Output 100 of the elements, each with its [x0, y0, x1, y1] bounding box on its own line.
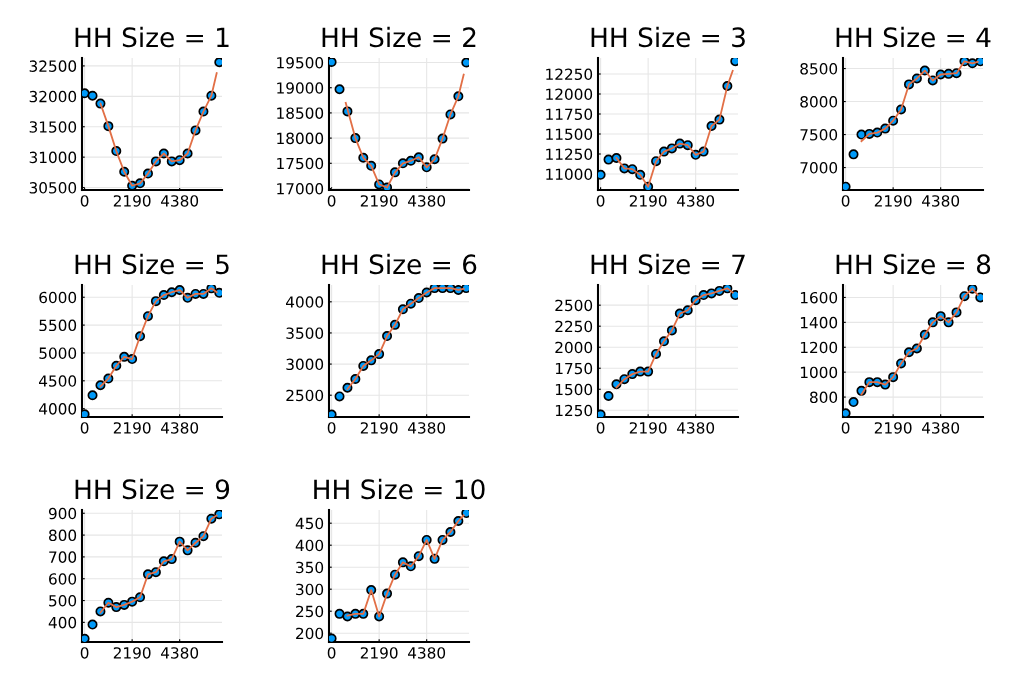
y-tick-label: 1750: [555, 362, 593, 375]
x-tick-label: 4380: [921, 195, 960, 207]
y-tick-label: 31000: [29, 151, 77, 164]
y-tick-label: 7500: [800, 129, 838, 141]
y-tick-label: 500: [49, 595, 77, 607]
y-tick-label: 2500: [555, 299, 593, 312]
x-tick-label: 0: [327, 647, 336, 659]
y-tick-label: 350: [296, 561, 324, 574]
y-tick-label: 800: [810, 391, 838, 404]
point: [334, 608, 345, 619]
y-tick-label: 1000: [800, 366, 838, 379]
x-tick-label: 2190: [360, 647, 398, 659]
chart-title: HH Size = 9: [75, 478, 230, 500]
y-tick-label: 11500: [546, 128, 593, 141]
y-tick-label: 32000: [29, 90, 77, 103]
chart-title: HH Size = 7: [591, 253, 745, 275]
y-tick-label: 11750: [546, 108, 593, 121]
y-tick-label: 450: [295, 517, 324, 530]
x-tick-label: 2190: [113, 647, 151, 659]
y-tick-label: 1500: [555, 383, 593, 396]
x-tick-label: 4380: [160, 422, 199, 434]
y-tick-label: 2250: [555, 320, 593, 333]
chart-title: HH Size = 10: [314, 478, 485, 500]
chart-title: HH Size = 2: [322, 26, 476, 48]
y-tick-label: 400: [48, 616, 77, 629]
y-tick-label: 4000: [286, 296, 324, 308]
chart-title: HH Size = 4: [836, 26, 991, 48]
y-tick-label: 2500: [286, 389, 324, 402]
chart-title: HH Size = 8: [836, 253, 991, 275]
y-tick-label: 8500: [800, 63, 838, 75]
y-tick-label: 8000: [800, 96, 838, 108]
chart-title: HH Size = 5: [75, 253, 229, 275]
y-tick-label: 4500: [39, 375, 77, 387]
x-tick-label: 4380: [160, 195, 199, 207]
x-tick-label: 4380: [407, 647, 446, 659]
y-tick-label: 6000: [39, 291, 77, 304]
y-tick-label: 30500: [29, 182, 77, 194]
x-tick-label: 4380: [676, 195, 715, 207]
x-tick-label: 0: [596, 195, 605, 207]
y-tick-label: 5500: [39, 319, 77, 332]
y-tick-label: 250: [296, 605, 324, 618]
y-tick-label: 32500: [29, 60, 77, 72]
y-tick-label: 1200: [800, 341, 838, 354]
x-tick-label: 4380: [160, 647, 199, 659]
point: [603, 390, 614, 401]
y-tick-label: 900: [48, 507, 77, 520]
y-tick-label: 1600: [800, 291, 838, 304]
y-tick-label: 600: [49, 573, 77, 585]
y-tick-label: 3000: [286, 358, 324, 371]
y-tick-label: 400: [295, 539, 324, 552]
y-tick-label: 1400: [800, 316, 838, 329]
y-tick-label: 5000: [39, 347, 77, 359]
y-tick-label: 11250: [546, 148, 593, 161]
y-tick-label: 17000: [277, 182, 324, 195]
y-tick-label: 1250: [555, 404, 593, 417]
y-tick-label: 300: [296, 583, 324, 596]
x-tick-label: 0: [327, 195, 336, 207]
x-tick-label: 2190: [874, 195, 912, 207]
x-tick-label: 4380: [676, 422, 715, 434]
chart-title: HH Size = 6: [322, 253, 477, 275]
y-tick-label: 19000: [277, 82, 324, 94]
point: [87, 90, 98, 101]
x-tick-label: 2190: [629, 422, 667, 434]
y-tick-label: 11000: [546, 168, 593, 181]
x-tick-label: 2190: [113, 422, 151, 434]
line-series: [344, 73, 465, 189]
x-tick-label: 4380: [921, 422, 960, 434]
y-tick-label: 12000: [546, 88, 593, 101]
y-tick-label: 31500: [29, 121, 77, 133]
x-tick-label: 0: [80, 647, 89, 659]
point: [87, 390, 98, 401]
y-tick-label: 2000: [555, 341, 593, 354]
x-tick-label: 0: [596, 422, 605, 434]
chart-title: HH Size = 3: [591, 26, 745, 48]
y-tick-label: 12250: [546, 68, 593, 81]
x-tick-label: 0: [327, 422, 336, 434]
x-tick-label: 4380: [407, 195, 446, 207]
x-tick-label: 4380: [407, 422, 446, 434]
y-tick-label: 18500: [277, 107, 324, 119]
chart-title: HH Size = 1: [75, 26, 229, 48]
y-tick-label: 700: [49, 551, 77, 563]
x-tick-label: 2190: [113, 195, 151, 207]
x-tick-label: 2190: [360, 195, 398, 207]
x-tick-label: 0: [80, 195, 89, 207]
point: [848, 397, 859, 408]
point: [334, 84, 345, 95]
y-tick-label: 4000: [39, 403, 77, 415]
x-tick-label: 2190: [874, 422, 912, 434]
x-tick-label: 2190: [360, 422, 398, 434]
x-tick-label: 2190: [629, 195, 667, 207]
y-tick-label: 800: [49, 529, 77, 542]
x-tick-label: 0: [841, 195, 850, 207]
point: [848, 149, 859, 160]
x-tick-label: 0: [841, 422, 850, 434]
y-tick-label: 18000: [277, 132, 324, 145]
point: [87, 619, 98, 630]
point: [334, 391, 345, 402]
y-tick-label: 200: [296, 627, 324, 640]
x-tick-label: 0: [80, 422, 89, 434]
y-tick-label: 19500: [277, 57, 324, 69]
